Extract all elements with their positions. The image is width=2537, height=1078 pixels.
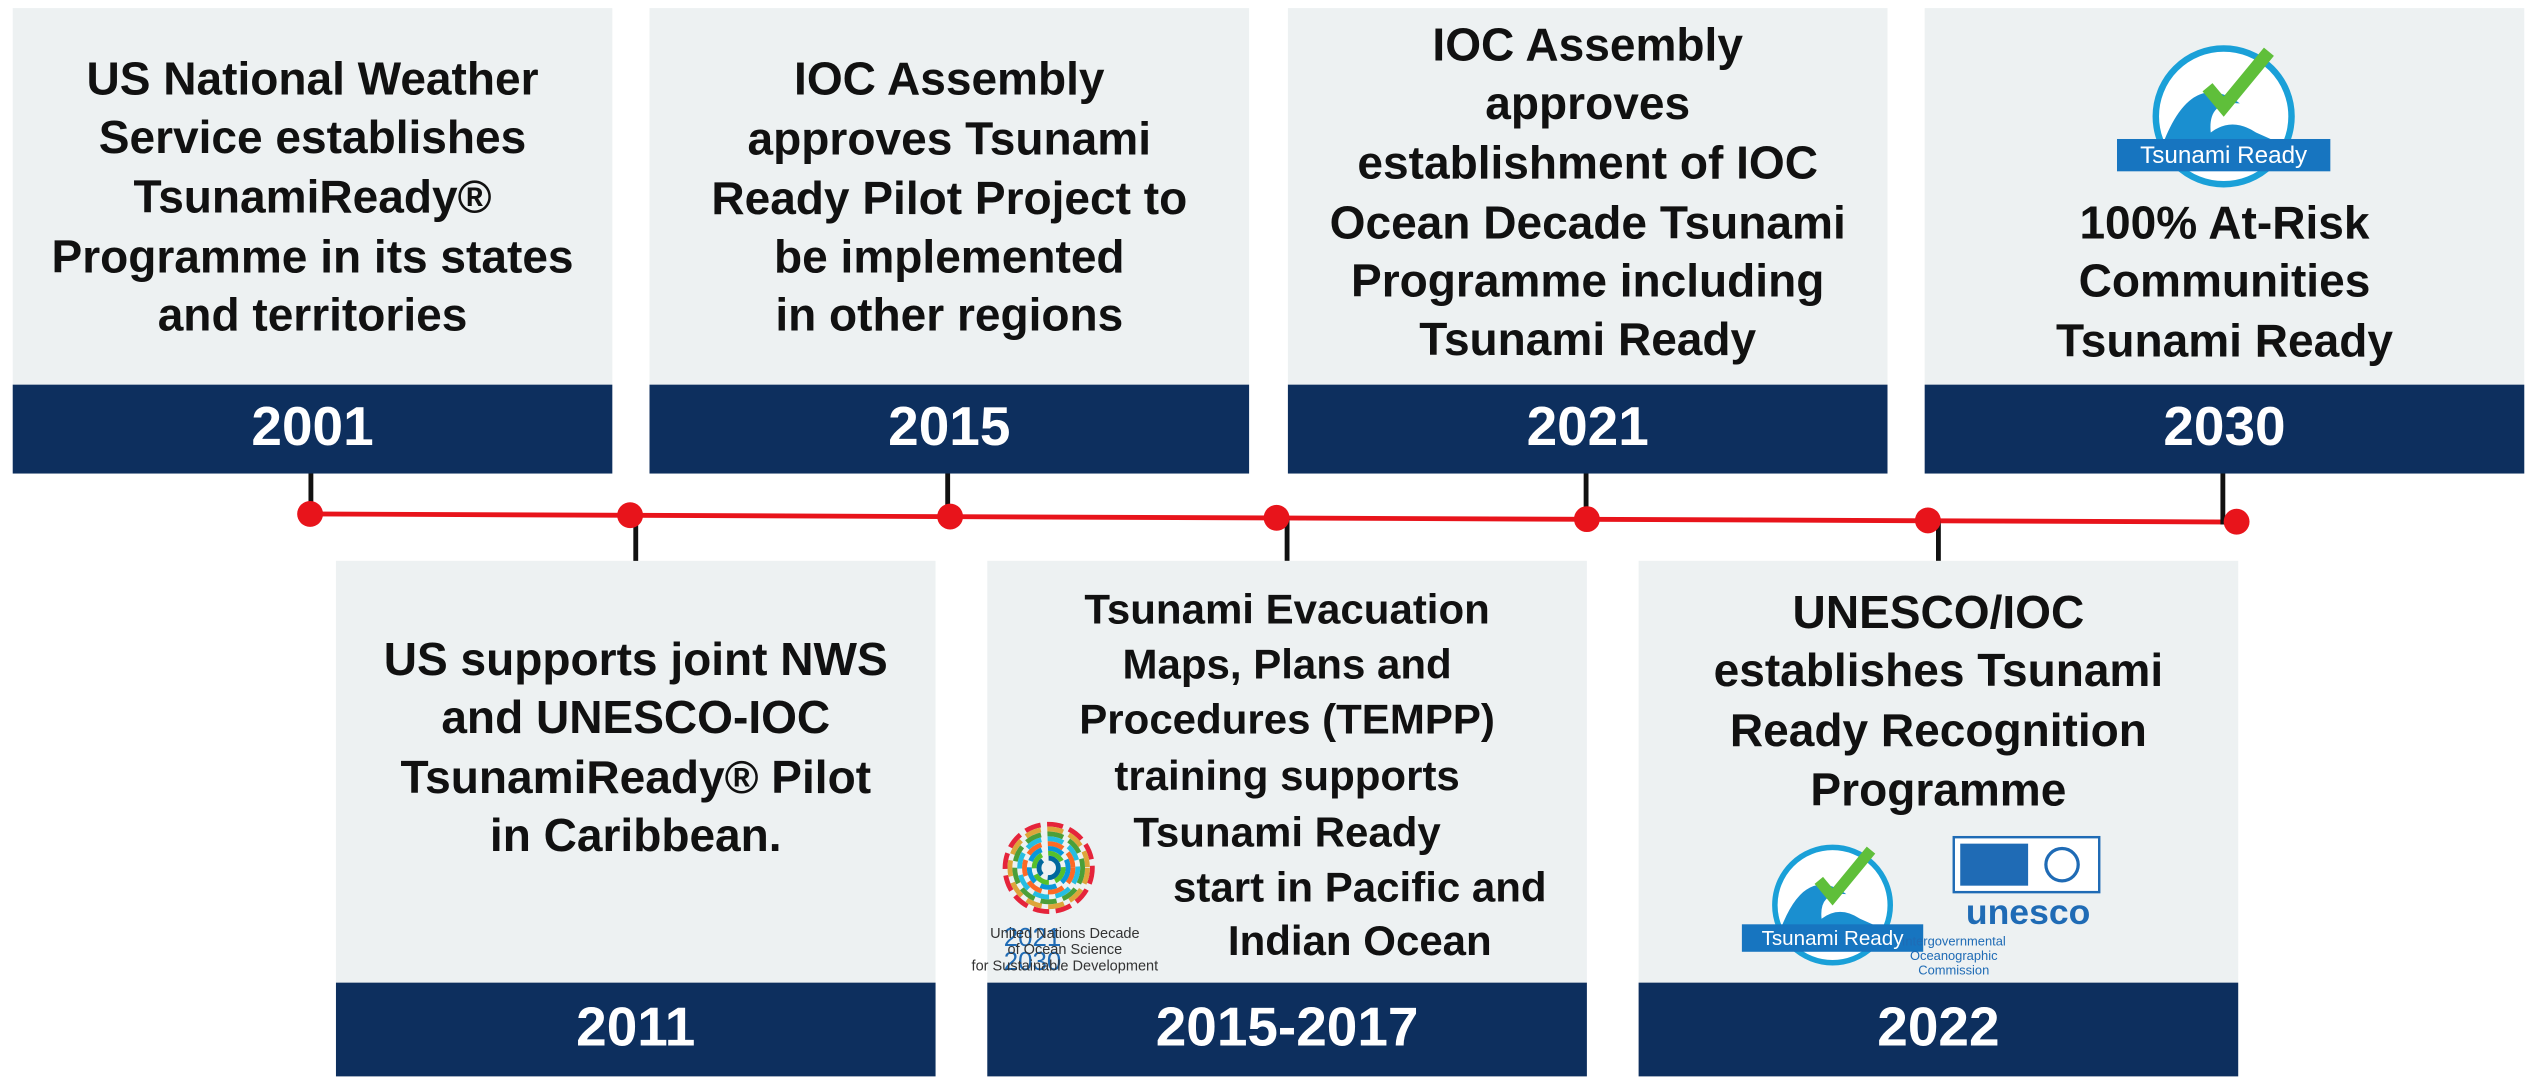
event-box xyxy=(987,560,1587,983)
logo-wave xyxy=(2162,92,2286,146)
year-band xyxy=(12,384,613,474)
logo-check xyxy=(2202,47,2274,117)
decade-swirl xyxy=(1007,826,1090,910)
decade-year: 2021 xyxy=(1004,924,1061,952)
unesco-text: unesco xyxy=(1966,892,2090,932)
decade-text: of Ocean Science xyxy=(1008,942,1123,958)
event-box xyxy=(335,560,936,983)
event-text: IOC Assembly xyxy=(1432,19,1743,71)
timeline-dot xyxy=(1263,504,1290,531)
timeline-dot xyxy=(297,501,324,527)
event-text: and territories xyxy=(158,289,468,341)
tsunami-ready-logo: Tsunami Ready xyxy=(2117,45,2331,188)
decade-swirl xyxy=(1026,846,1071,890)
event-text: in Caribbean. xyxy=(490,809,782,861)
event-text: Service establishes xyxy=(99,111,527,163)
event-text: US supports joint NWS xyxy=(384,633,888,685)
event-year: 2015 xyxy=(888,395,1010,457)
event-year: 2015-2017 xyxy=(1156,996,1419,1058)
timeline-dot xyxy=(617,502,644,529)
decade-text: for Sustainable Development xyxy=(972,958,1159,974)
logo-banner xyxy=(2117,138,2331,172)
event-text: IOC Assembly xyxy=(794,53,1105,105)
event-text: Tsunami Ready xyxy=(2056,314,2393,366)
decade-swirl xyxy=(1031,850,1066,885)
event-text: TsunamiReady® xyxy=(133,171,491,223)
event-text: US National Weather xyxy=(86,53,538,105)
ioc-text: Commission xyxy=(1918,963,1989,978)
event-text: Tsunami Evacuation xyxy=(1084,586,1489,633)
logo-banner xyxy=(1741,924,1924,952)
event-text: Procedures (TEMPP) xyxy=(1079,696,1495,743)
event-text: Tsunami Ready xyxy=(1419,313,1756,365)
ioc-text: Intergovernmental xyxy=(1902,934,2006,949)
event-text: Indian Ocean xyxy=(1228,917,1492,964)
event-text: Programme in its states xyxy=(51,230,573,282)
event-text: Tsunami Ready xyxy=(1133,809,1441,856)
event-text: TsunamiReady® Pilot xyxy=(400,751,871,803)
event-text: approves xyxy=(1485,77,1690,129)
tsunami-ready-logo: Tsunami Ready xyxy=(1741,844,1924,966)
event-year: 2022 xyxy=(1877,996,1999,1058)
logo-text: Tsunami Ready xyxy=(2140,142,2308,169)
decade-swirl xyxy=(1012,831,1086,905)
year-band xyxy=(987,982,1587,1077)
timeline-dot xyxy=(1914,507,1941,534)
unesco-temple xyxy=(1960,843,2029,886)
event-text: Maps, Plans and xyxy=(1122,641,1451,688)
ioc-emblem xyxy=(2044,846,2080,883)
event-box xyxy=(1638,560,2239,983)
event-text: UNESCO/IOC xyxy=(1793,586,2085,638)
event-text: be implemented xyxy=(774,230,1125,282)
year-band xyxy=(1638,982,2239,1077)
event-box xyxy=(12,8,613,385)
event-text: approves Tsunami xyxy=(748,112,1151,164)
event-text: Communities xyxy=(2079,255,2371,307)
event-box xyxy=(1287,8,1888,385)
event-text: and UNESCO-IOC xyxy=(441,691,830,743)
event-text: training supports xyxy=(1114,752,1459,799)
event-text: in other regions xyxy=(775,289,1123,341)
timeline-dot xyxy=(1573,506,1600,533)
decade-swirl xyxy=(1036,855,1061,881)
event-text: Ready Recognition xyxy=(1730,704,2147,756)
timeline-dot xyxy=(2223,508,2250,535)
decade-swirl xyxy=(1017,836,1081,900)
timeline-dot xyxy=(937,503,964,530)
event-text: Ready Pilot Project to xyxy=(711,172,1187,224)
logo-check xyxy=(1814,846,1876,906)
event-text: 100% At-Risk xyxy=(2079,196,2369,248)
logo-text: Tsunami Ready xyxy=(1762,927,1905,950)
year-band xyxy=(1924,384,2525,474)
decade-swirl xyxy=(1002,821,1095,914)
decade-text: United Nations Decade xyxy=(990,926,1139,942)
decade-year: 2030 xyxy=(1004,948,1061,976)
year-band xyxy=(649,384,1250,474)
event-text: establishes Tsunami xyxy=(1714,644,2164,696)
event-text: Programme xyxy=(1810,764,2066,816)
event-text: Programme including xyxy=(1351,255,1824,307)
year-band xyxy=(1287,384,1888,474)
event-box xyxy=(649,8,1250,385)
logo-wave xyxy=(1780,884,1885,930)
event-year: 2021 xyxy=(1527,395,1649,457)
event-text: Ocean Decade Tsunami xyxy=(1330,196,1846,248)
event-year: 2001 xyxy=(251,395,373,457)
event-text: start in Pacific and xyxy=(1173,864,1547,911)
ioc-text: Oceanographic xyxy=(1910,948,1998,963)
event-text: establishment of IOC xyxy=(1357,137,1818,189)
decade-swirl xyxy=(1022,841,1076,895)
event-year: 2030 xyxy=(2163,395,2285,457)
event-year: 2011 xyxy=(576,996,695,1058)
year-band xyxy=(335,982,936,1077)
unesco-logo: unesco IntergovernmentalOceanographicComm… xyxy=(1902,835,2101,978)
